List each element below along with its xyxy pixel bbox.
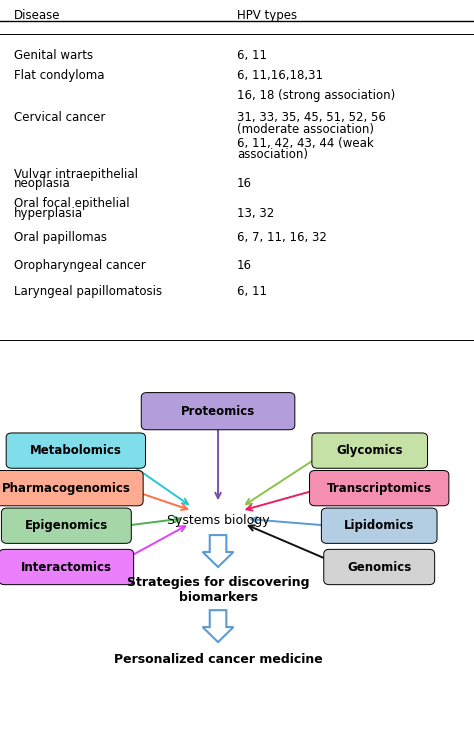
Text: Personalized cancer medicine: Personalized cancer medicine (114, 653, 322, 665)
FancyBboxPatch shape (1, 508, 131, 544)
Text: Pharmacogenomics: Pharmacogenomics (2, 481, 131, 495)
Polygon shape (202, 610, 233, 642)
Text: association): association) (237, 148, 308, 161)
Text: (moderate association): (moderate association) (237, 123, 374, 136)
Text: hyperplasia: hyperplasia (14, 207, 83, 219)
FancyBboxPatch shape (141, 393, 295, 430)
Text: Strategies for discovering
biomarkers: Strategies for discovering biomarkers (127, 575, 310, 604)
Text: Transcriptomics: Transcriptomics (327, 481, 432, 495)
Text: HPV types: HPV types (237, 9, 297, 23)
Text: Oropharyngeal cancer: Oropharyngeal cancer (14, 259, 146, 272)
Text: Laryngeal papillomatosis: Laryngeal papillomatosis (14, 285, 162, 298)
Text: 6, 11: 6, 11 (237, 49, 267, 62)
Text: Metabolomics: Metabolomics (30, 444, 122, 457)
Text: Lipidomics: Lipidomics (344, 519, 414, 532)
Text: 6, 7, 11, 16, 32: 6, 7, 11, 16, 32 (237, 231, 327, 244)
FancyBboxPatch shape (321, 508, 437, 544)
Text: 6, 11: 6, 11 (237, 285, 267, 298)
Text: Interactomics: Interactomics (21, 560, 112, 574)
FancyBboxPatch shape (312, 433, 428, 469)
Text: 16: 16 (237, 259, 252, 272)
FancyBboxPatch shape (0, 550, 134, 584)
Text: Vulvar intraepithelial: Vulvar intraepithelial (14, 167, 138, 181)
Text: Oral papillomas: Oral papillomas (14, 231, 107, 244)
FancyBboxPatch shape (6, 433, 146, 469)
Text: Oral focal epithelial: Oral focal epithelial (14, 197, 130, 210)
Text: Cervical cancer: Cervical cancer (14, 110, 106, 124)
Text: neoplasia: neoplasia (14, 177, 71, 190)
Text: Epigenomics: Epigenomics (25, 519, 108, 532)
Text: Disease: Disease (14, 9, 61, 23)
Text: Systems biology: Systems biology (167, 514, 269, 526)
Text: 13, 32: 13, 32 (237, 207, 274, 219)
Text: Genital warts: Genital warts (14, 49, 93, 62)
Polygon shape (202, 535, 233, 567)
Text: Genomics: Genomics (347, 560, 411, 574)
Text: 6, 11, 42, 43, 44 (weak: 6, 11, 42, 43, 44 (weak (237, 137, 374, 150)
Text: Glycomics: Glycomics (337, 444, 403, 457)
FancyBboxPatch shape (310, 470, 449, 506)
Text: Proteomics: Proteomics (181, 405, 255, 418)
Text: 31, 33, 35, 45, 51, 52, 56: 31, 33, 35, 45, 51, 52, 56 (237, 110, 386, 124)
FancyBboxPatch shape (0, 470, 143, 506)
FancyBboxPatch shape (324, 550, 435, 584)
Text: Flat condyloma: Flat condyloma (14, 69, 105, 83)
Text: 16: 16 (237, 177, 252, 190)
Text: 16, 18 (strong association): 16, 18 (strong association) (237, 89, 395, 102)
Text: 6, 11,16,18,31: 6, 11,16,18,31 (237, 69, 323, 83)
